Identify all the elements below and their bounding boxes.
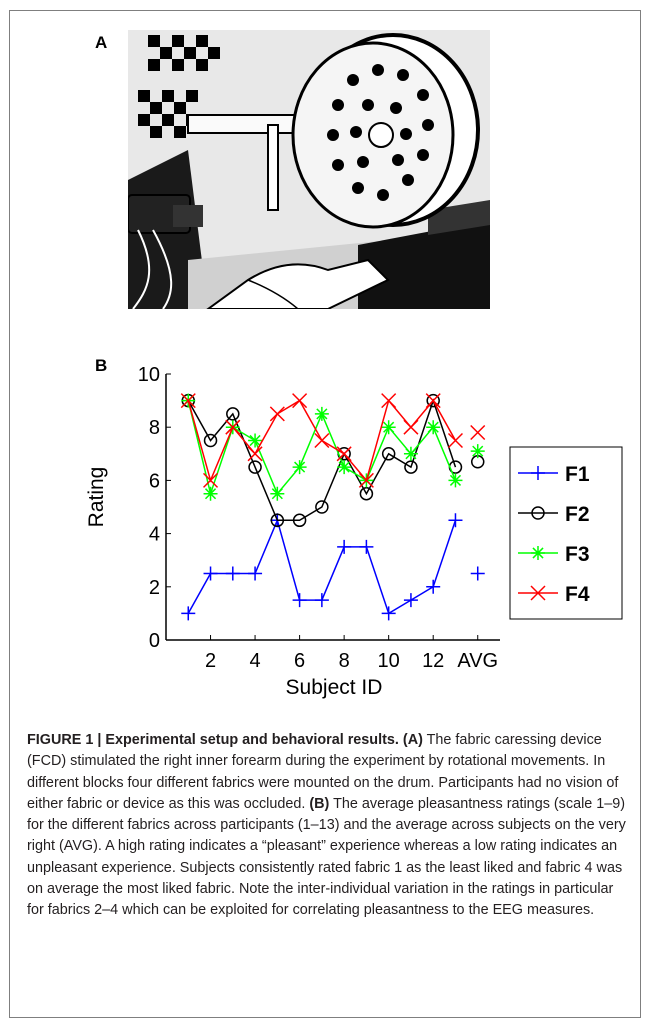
- series-f2-point: [292, 513, 307, 528]
- series-f4-point: [358, 472, 374, 488]
- series-f4-point: [292, 393, 308, 409]
- series-f1-point: [292, 593, 307, 608]
- y-tick-label: 10: [138, 364, 160, 386]
- series-f2-line: [187, 398, 457, 522]
- series-f2-point: [404, 460, 418, 474]
- series-f2-point: [226, 407, 240, 421]
- series-f3-avg-point: [470, 444, 485, 459]
- series-f3-point: [426, 420, 441, 435]
- legend-f3-label: F3: [565, 543, 590, 566]
- series-f1-point: [381, 606, 396, 621]
- series-f4-point: [381, 393, 397, 409]
- y-tick-label: 2: [149, 577, 160, 599]
- legend-f4-label: F4: [565, 583, 590, 606]
- series-f2-point: [381, 447, 396, 461]
- series-f1-point: [181, 606, 196, 621]
- series-f4-point: [269, 406, 285, 422]
- series-f3-point: [270, 486, 285, 501]
- legend-f1-marker: [531, 466, 545, 480]
- series-f1-point: [203, 566, 218, 581]
- series-f4-point: [247, 446, 263, 462]
- series-f4-point: [180, 393, 196, 409]
- series-f1-point: [248, 566, 263, 581]
- caption-b-marker: (B): [309, 795, 330, 812]
- series-f4-avg-point: [470, 424, 486, 441]
- series-f4-point: [225, 419, 241, 435]
- legend-f2-marker: [531, 506, 545, 520]
- series-f1-point: [448, 513, 463, 528]
- series-f2-point: [426, 393, 440, 408]
- series-f3-point: [314, 406, 329, 421]
- series-f3-point: [448, 473, 463, 488]
- y-tick-label: 6: [149, 470, 160, 492]
- series-f1-point: [314, 593, 329, 608]
- y-tick-label: 0: [149, 630, 160, 652]
- caption-a-text: The fabric caressing device (FCD) stimul…: [27, 732, 619, 812]
- series-f4-point: [403, 419, 419, 435]
- x-axis-label: Subject ID: [286, 676, 383, 699]
- series-f3-point: [203, 486, 218, 501]
- ratings-line-chart: Rating Subject ID 0 2 4 6 8 10 2 4 6 8 10 12 AVG F1 F2…: [85, 364, 623, 699]
- series-f3-point: [248, 433, 263, 448]
- series-f1-point: [426, 579, 441, 594]
- series-f4-point: [203, 472, 219, 488]
- series-f4-point: [336, 446, 352, 462]
- caption-b-text: The average pleasantness ratings (scale …: [27, 795, 626, 919]
- series-f1-point: [359, 539, 374, 554]
- series-f3-point: [381, 420, 396, 435]
- x-tick-label: 8: [339, 650, 350, 672]
- series-f2-point: [270, 513, 285, 528]
- series-f4-point: [425, 393, 441, 409]
- x-tick-label: 2: [205, 650, 216, 672]
- series-f1-point: [403, 593, 418, 608]
- x-tick-label: 10: [378, 650, 400, 672]
- series-f3-point: [403, 446, 418, 461]
- legend-f3-marker: [531, 546, 545, 560]
- y-axis-label: Rating: [85, 467, 108, 528]
- series-f2-point: [248, 460, 262, 474]
- series-f4-point: [314, 432, 330, 449]
- x-tick-label: 4: [250, 650, 261, 672]
- series-f3-point: [292, 460, 307, 475]
- panel-a-label: A: [95, 33, 108, 52]
- series-f3-point: [337, 460, 352, 475]
- series-f2-point: [203, 433, 218, 448]
- caption-heading: FIGURE 1 | Experimental setup and behavi…: [27, 732, 399, 748]
- series-f4-point: [447, 432, 463, 449]
- panel-b-label: B: [95, 356, 108, 375]
- series-f1-point: [337, 539, 352, 554]
- legend-box: [509, 446, 623, 620]
- x-tick-label: AVG: [457, 650, 498, 672]
- y-tick-label: 4: [149, 524, 160, 546]
- fabric-caressing-device-photo: [128, 30, 490, 309]
- series-f2-point: [315, 500, 329, 514]
- series-f2-point: [359, 486, 374, 501]
- figure-caption: FIGURE 1 | Experimental setup and behavi…: [27, 730, 627, 922]
- x-tick-label: 6: [294, 650, 305, 672]
- x-tick-label: 12: [422, 650, 444, 672]
- legend-f1-label: F1: [565, 463, 590, 486]
- y-tick-label: 8: [149, 417, 160, 439]
- legend-f4-marker: [530, 585, 546, 601]
- caption-a-marker: (A): [402, 732, 423, 748]
- series-f1-point: [225, 566, 240, 581]
- legend-f2-label: F2: [565, 503, 590, 526]
- series-f1-avg-point: [470, 566, 485, 581]
